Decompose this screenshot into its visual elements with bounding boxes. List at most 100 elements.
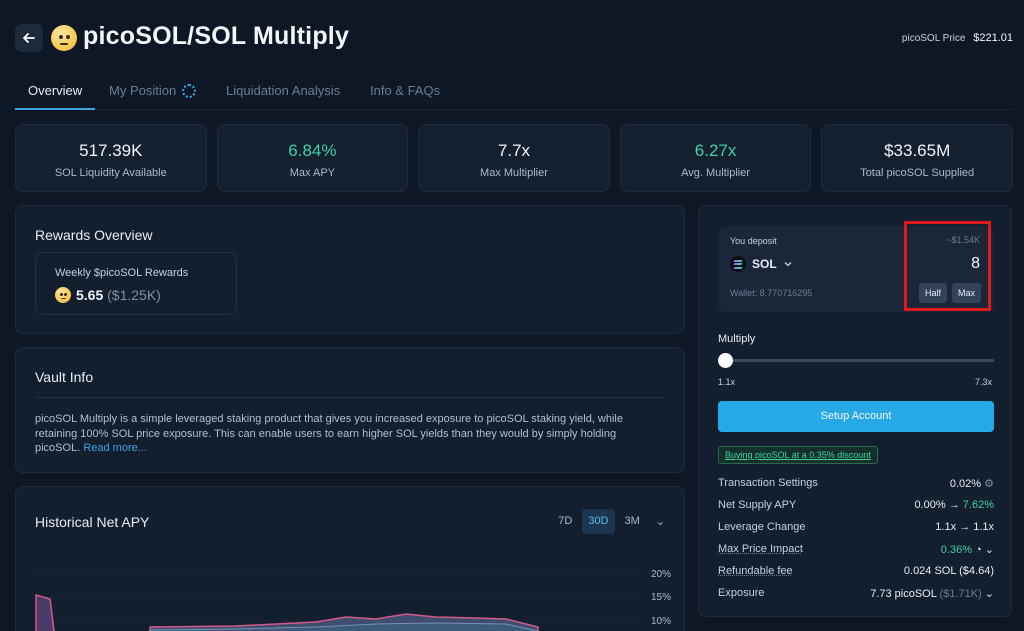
stat-value: $33.65M — [884, 141, 951, 160]
arrow-left-icon — [23, 33, 35, 43]
leverage-to: 1.1x — [973, 521, 994, 533]
stat-label: Avg. Multiplier — [681, 167, 751, 179]
apy-chart: 20% 15% 10% — [35, 569, 671, 631]
stat-value: 517.39K — [79, 141, 143, 160]
chevron-down-icon[interactable]: ⌄ — [984, 588, 994, 600]
leverage-from: 1.1x — [935, 521, 957, 533]
rewards-title: Rewards Overview — [35, 227, 153, 243]
range-selector: 7D 30D 3M ⌄ — [552, 509, 671, 534]
multiply-slider-handle[interactable] — [718, 353, 733, 368]
row-value: 1.1x → 1.1x — [935, 521, 994, 533]
apy-area-series-3 — [149, 622, 539, 631]
tab-overview[interactable]: Overview — [28, 83, 83, 98]
read-more-link[interactable]: Read more... — [83, 442, 147, 454]
multiply-slider-track[interactable] — [718, 359, 994, 362]
stat-label: Total picoSOL Supplied — [860, 167, 975, 179]
slippage-value: 0.02% — [949, 478, 982, 490]
price-label: picoSOL Price — [901, 33, 966, 44]
stat-total-supplied: $33.65M Total picoSOL Supplied — [821, 124, 1013, 192]
vault-info-title: Vault Info — [35, 369, 94, 385]
back-button[interactable] — [15, 24, 43, 52]
price-value: $221.01 — [973, 32, 1013, 44]
weekly-rewards-box: Weekly $picoSOL Rewards 5.65 ($1.25K) — [35, 252, 237, 315]
row-label: Net Supply APY — [718, 499, 797, 511]
rewards-amount: 5.65 — [76, 287, 104, 303]
rewards-overview-card: Rewards Overview Weekly $picoSOL Rewards… — [15, 205, 685, 334]
range-30d-button[interactable]: 30D — [582, 509, 615, 534]
row-label: Leverage Change — [718, 521, 806, 533]
setup-account-button[interactable]: Setup Account — [718, 401, 994, 432]
page-title: picoSOL/SOL Multiply — [83, 22, 350, 50]
wallet-balance: Wallet: 8.770716295 — [730, 288, 813, 298]
stat-max-multiplier: 7.7x Max Multiplier — [418, 124, 610, 192]
chevron-down-icon[interactable]: ⌄ — [984, 544, 994, 556]
range-3m-button[interactable]: 3M — [624, 515, 640, 527]
exposure-row[interactable]: Exposure 7.73 picoSOL ($1.71K) ⌄ — [718, 584, 994, 606]
max-button[interactable]: Max — [951, 283, 981, 303]
tab-info-faqs[interactable]: Info & FAQs — [370, 83, 441, 98]
token-symbol: SOL — [752, 257, 777, 271]
stats-row: 517.39K SOL Liquidity Available 6.84% Ma… — [15, 124, 1013, 192]
exposure-amount: 7.73 picoSOL — [870, 588, 937, 600]
progress-ring-icon: ◔ — [975, 544, 982, 556]
weekly-rewards-label: Weekly $picoSOL Rewards — [55, 267, 189, 279]
tab-liquidation-analysis[interactable]: Liquidation Analysis — [226, 83, 341, 98]
vault-description-text: picoSOL Multiply is a simple leveraged s… — [35, 413, 623, 454]
range-dropdown-chevron-icon[interactable]: ⌄ — [655, 516, 665, 528]
loading-spinner-icon — [182, 84, 197, 98]
deposit-box: You deposit ~$1.54K SOL 8 Wallet: 8.7707… — [718, 226, 994, 312]
stat-value: 6.27x — [694, 141, 737, 160]
tab-my-position[interactable]: My Position — [109, 83, 197, 98]
vault-info-card: Vault Info picoSOL Multiply is a simple … — [15, 347, 685, 473]
slider-max-label: 7.3x — [974, 377, 992, 387]
discount-badge[interactable]: Buying picoSOL at a 0.35% discount — [718, 446, 878, 464]
refundable-fee-row: Refundable fee 0.024 SOL ($4.64) — [718, 562, 994, 584]
gear-icon[interactable]: ⚙ — [984, 478, 994, 490]
max-price-impact-row[interactable]: Max Price Impact 0.36% ◔ ⌄ — [718, 540, 994, 562]
arrow-right-icon: → — [948, 499, 960, 511]
deposit-label: You deposit — [730, 236, 777, 246]
picosol-token-icon — [55, 287, 71, 303]
multiply-label: Multiply — [718, 333, 756, 345]
range-7d-button[interactable]: 7D — [558, 515, 573, 527]
deposit-usd-estimate: ~$1.54K — [946, 235, 980, 245]
apy-from: 0.00% — [914, 499, 946, 511]
arrow-right-icon: → — [959, 521, 971, 533]
stat-sol-liquidity: 517.39K SOL Liquidity Available — [15, 124, 207, 192]
price-impact-value: 0.36% — [940, 544, 972, 556]
row-value: 0.36% ◔ ⌄ — [941, 543, 994, 556]
stat-avg-multiplier: 6.27x Avg. Multiplier — [619, 124, 812, 192]
picosol-price: picoSOL Price $221.01 — [902, 32, 1013, 44]
weekly-rewards-amount: 5.65 ($1.25K) — [55, 287, 161, 303]
picosol-token-icon — [51, 25, 77, 51]
row-label: Refundable fee — [718, 565, 793, 577]
slider-min-label: 1.1x — [718, 377, 736, 387]
row-label: Max Price Impact — [718, 543, 803, 555]
multiply-form-panel: You deposit ~$1.54K SOL 8 Wallet: 8.7707… — [698, 205, 1012, 617]
row-value: 0.02% ⚙ — [950, 477, 994, 490]
net-supply-apy-row: Net Supply APY 0.00% → 7.62% — [718, 496, 994, 518]
row-value: 7.73 picoSOL ($1.71K) ⌄ — [870, 587, 994, 600]
historical-net-apy-card: Historical Net APY 7D 30D 3M ⌄ 20% 15% 1… — [15, 486, 685, 631]
row-label: Exposure — [718, 587, 765, 599]
page-header: picoSOL/SOL Multiply picoSOL Price $221.… — [15, 22, 1013, 56]
deposit-amount-input[interactable]: 8 — [971, 255, 980, 272]
sol-token-icon — [730, 256, 746, 272]
row-label: Transaction Settings — [718, 477, 818, 489]
stat-value: 7.7x — [497, 141, 531, 160]
transaction-settings-row[interactable]: Transaction Settings 0.02% ⚙ — [718, 474, 994, 496]
y-tick-label: 10% — [651, 616, 671, 627]
vault-description: picoSOL Multiply is a simple leveraged s… — [35, 412, 662, 456]
half-button[interactable]: Half — [918, 283, 947, 303]
y-tick-label: 20% — [651, 569, 671, 580]
leverage-change-row: Leverage Change 1.1x → 1.1x — [718, 518, 994, 540]
row-value: 0.024 SOL ($4.64) — [903, 565, 994, 577]
token-selector[interactable]: SOL — [730, 256, 793, 272]
historical-title: Historical Net APY — [35, 514, 150, 530]
row-value: 0.00% → 7.62% — [914, 499, 994, 511]
divider — [35, 397, 665, 398]
apy-to: 7.62% — [962, 499, 994, 511]
stat-label: Max APY — [289, 167, 336, 179]
apy-area-series-1 — [35, 594, 55, 631]
tab-bar: Overview My Position Liquidation Analysi… — [15, 73, 1013, 110]
